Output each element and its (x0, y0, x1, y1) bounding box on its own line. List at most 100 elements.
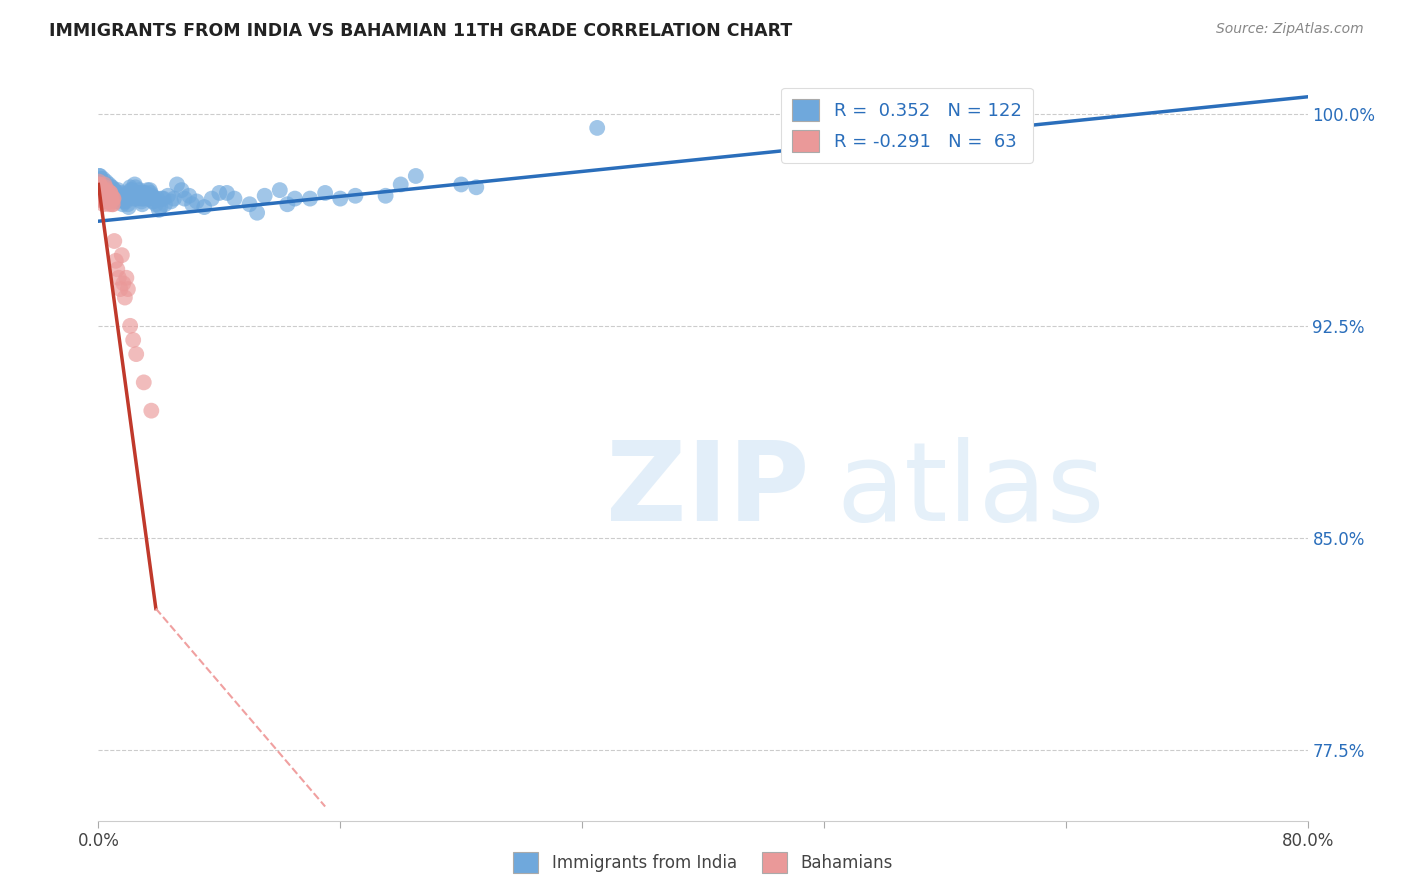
Point (314, 186, 336, 200)
Point (118, 200, 141, 214)
Point (125, 192, 148, 206)
Point (143, 192, 166, 206)
Point (103, 192, 125, 206)
Text: Source: ZipAtlas.com: Source: ZipAtlas.com (1216, 22, 1364, 37)
Legend: R =  0.352   N = 122, R = -0.291   N =  63: R = 0.352 N = 122, R = -0.291 N = 63 (782, 88, 1032, 162)
Point (90, 186, 112, 200)
Point (224, 192, 246, 206)
Point (98, 186, 121, 200)
Point (299, 192, 322, 206)
Point (96, 183, 118, 197)
Point (163, 192, 186, 206)
Point (94, 178, 117, 192)
Point (89, 183, 111, 197)
Point (103, 234, 125, 248)
Point (122, 188, 145, 202)
Point (114, 194, 136, 209)
Point (93, 192, 115, 206)
Point (173, 192, 195, 206)
Point (100, 188, 122, 202)
Point (110, 282, 132, 296)
Point (132, 192, 155, 206)
Point (115, 270, 138, 285)
Point (405, 169, 427, 183)
Point (112, 194, 135, 209)
Point (131, 197, 153, 211)
Point (450, 178, 472, 192)
Point (110, 186, 132, 200)
Point (138, 192, 160, 206)
Point (136, 183, 159, 197)
Point (98, 197, 121, 211)
Point (98, 178, 121, 192)
Point (122, 192, 145, 206)
Point (101, 197, 124, 211)
Point (89, 178, 111, 192)
Point (111, 192, 134, 206)
Point (96, 194, 118, 209)
Point (160, 194, 183, 209)
Point (193, 200, 215, 214)
Point (91, 188, 114, 202)
Point (101, 197, 124, 211)
Text: IMMIGRANTS FROM INDIA VS BAHAMIAN 11TH GRADE CORRELATION CHART: IMMIGRANTS FROM INDIA VS BAHAMIAN 11TH G… (49, 22, 793, 40)
Point (93, 197, 115, 211)
Point (93, 178, 115, 192)
Point (146, 192, 169, 206)
Point (153, 197, 176, 211)
Point (181, 197, 204, 211)
Point (96, 183, 118, 197)
Point (284, 192, 307, 206)
Point (141, 403, 163, 417)
Point (89, 169, 111, 183)
Point (120, 180, 142, 194)
Point (94, 183, 117, 197)
Point (111, 248, 134, 262)
Point (91, 188, 114, 202)
Point (101, 192, 124, 206)
Point (124, 178, 146, 192)
Point (276, 197, 298, 211)
Point (117, 282, 139, 296)
Point (91, 192, 114, 206)
Point (127, 188, 149, 202)
Point (103, 183, 125, 197)
Text: ZIP: ZIP (606, 437, 810, 544)
Point (139, 186, 162, 200)
Point (105, 262, 128, 277)
Point (156, 188, 179, 202)
Point (105, 194, 128, 209)
Point (148, 202, 170, 217)
Point (141, 188, 163, 202)
Point (114, 291, 136, 305)
Point (96, 192, 118, 206)
Point (135, 188, 157, 202)
Point (91, 194, 114, 209)
Point (101, 180, 124, 194)
Point (132, 192, 155, 206)
Point (150, 192, 173, 206)
Point (94, 180, 117, 194)
Point (114, 188, 136, 202)
Point (108, 192, 131, 206)
Point (115, 192, 138, 206)
Point (132, 376, 155, 390)
Point (89, 178, 111, 192)
Point (97, 188, 120, 202)
Point (108, 192, 131, 206)
Point (112, 277, 135, 291)
Point (111, 197, 134, 211)
Point (90, 178, 112, 192)
Point (374, 188, 396, 202)
Point (129, 192, 152, 206)
Point (91, 175, 114, 189)
Point (128, 183, 150, 197)
Point (91, 183, 114, 197)
Point (90, 192, 112, 206)
Point (94, 186, 117, 200)
Point (186, 194, 208, 209)
Point (142, 194, 165, 209)
Point (108, 270, 131, 285)
Point (104, 188, 127, 202)
Point (170, 183, 193, 197)
